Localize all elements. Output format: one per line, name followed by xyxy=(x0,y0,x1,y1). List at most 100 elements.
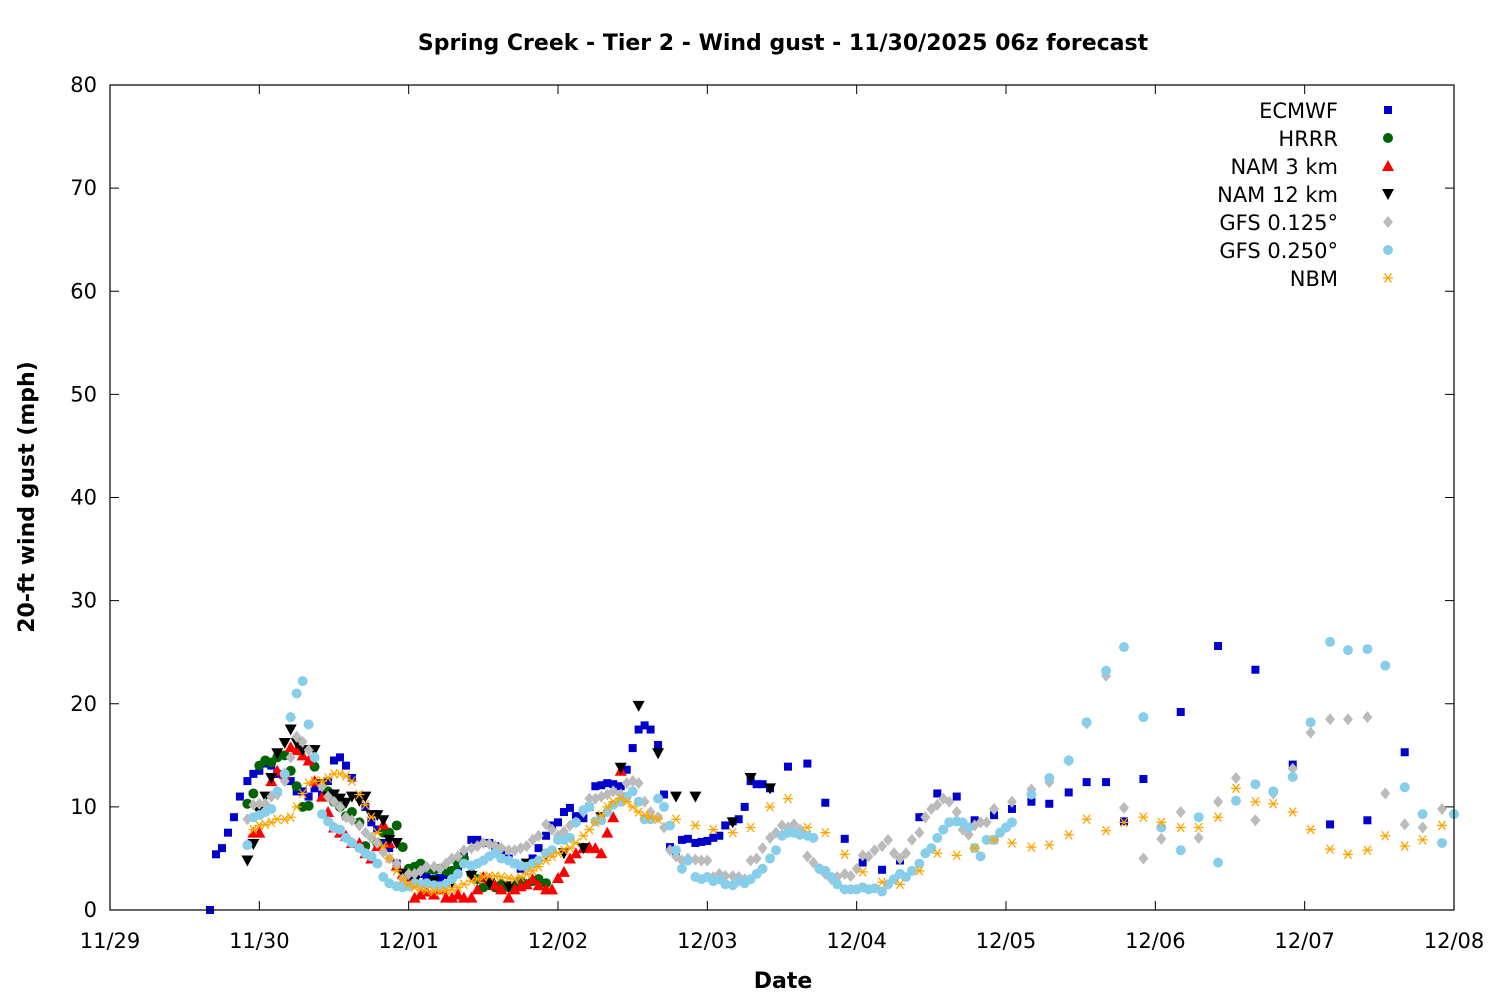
data-point-nam-12-km xyxy=(502,881,515,893)
data-point-gfs-0-250 xyxy=(564,832,575,843)
data-point-gfs-0-125 xyxy=(1342,713,1353,726)
data-point-nam-12-km xyxy=(377,815,390,827)
data-point-ecmwf xyxy=(597,781,606,790)
data-point-hrrr xyxy=(291,781,302,792)
data-point-nbm xyxy=(1101,825,1112,836)
data-point-ecmwf xyxy=(559,808,568,817)
data-point-nbm xyxy=(279,814,290,825)
data-point-gfs-0-250 xyxy=(653,793,664,804)
data-point-nam-12-km xyxy=(465,870,478,882)
legend-label-gfs-0-125: GFS 0.125° xyxy=(1219,211,1338,235)
data-point-ecmwf xyxy=(335,753,344,762)
data-point-nbm xyxy=(802,822,813,833)
data-point-gfs-0-125 xyxy=(883,833,894,846)
data-point-nam-12-km xyxy=(577,843,590,855)
data-point-nam-3-km xyxy=(495,883,508,895)
data-point-nbm xyxy=(346,776,357,786)
data-point-nbm xyxy=(578,830,589,841)
data-point-gfs-0-250 xyxy=(720,879,731,890)
data-point-gfs-0-125 xyxy=(765,831,776,844)
data-point-nam-12-km xyxy=(669,791,682,803)
data-point-nam-3-km xyxy=(428,888,441,900)
data-point-nbm xyxy=(509,874,520,884)
data-point-ecmwf xyxy=(579,814,588,823)
data-point-ecmwf xyxy=(1027,797,1036,806)
data-point-nbm xyxy=(877,877,888,888)
data-point-gfs-0-250 xyxy=(765,853,776,864)
data-point-ecmwf xyxy=(1363,816,1372,825)
legend-marker-nam-3-km xyxy=(1382,160,1394,171)
legend-marker-gfs-0-125 xyxy=(1383,216,1393,228)
y-tick-label: 70 xyxy=(70,176,97,200)
data-point-nam-12-km xyxy=(689,791,702,803)
data-point-nbm xyxy=(1268,798,1279,809)
data-point-ecmwf xyxy=(683,834,692,843)
data-point-nam-3-km xyxy=(302,754,315,766)
data-point-nbm xyxy=(564,843,575,854)
data-point-gfs-0-250 xyxy=(291,688,302,699)
data-point-gfs-0-125 xyxy=(788,818,799,831)
y-tick-label: 30 xyxy=(70,589,97,613)
data-point-nbm xyxy=(670,814,681,825)
data-point-nam-3-km xyxy=(557,865,570,877)
data-point-gfs-0-250 xyxy=(366,851,377,862)
data-point-nam-3-km xyxy=(451,888,464,900)
data-point-gfs-0-250 xyxy=(900,872,911,882)
data-point-ecmwf xyxy=(542,831,551,840)
data-point-gfs-0-250 xyxy=(378,872,389,882)
legend-label-nam-3-km: NAM 3 km xyxy=(1230,155,1338,179)
data-point-gfs-0-125 xyxy=(285,751,296,764)
data-point-gfs-0-125 xyxy=(751,852,762,865)
data-point-gfs-0-250 xyxy=(272,786,283,797)
data-point-gfs-0-125 xyxy=(360,826,371,839)
x-tick-label: 11/29 xyxy=(80,929,141,953)
data-point-ecmwf xyxy=(571,812,580,821)
data-point-nbm xyxy=(378,841,389,851)
data-point-nbm xyxy=(1044,840,1055,850)
data-point-nbm xyxy=(839,849,850,860)
data-point-nam-3-km xyxy=(546,883,559,895)
data-point-gfs-0-250 xyxy=(1417,809,1428,820)
data-point-nbm xyxy=(1118,817,1129,828)
y-tick-label: 10 xyxy=(70,795,97,819)
data-point-nam-3-km xyxy=(414,888,427,900)
data-point-gfs-0-250 xyxy=(1006,817,1017,828)
data-point-nbm xyxy=(820,827,831,838)
data-point-gfs-0-250 xyxy=(285,712,296,723)
data-point-nam-12-km xyxy=(383,834,396,846)
data-point-ecmwf xyxy=(212,850,221,859)
data-point-ecmwf xyxy=(473,835,482,844)
data-point-nbm xyxy=(690,820,701,831)
data-point-gfs-0-250 xyxy=(1175,845,1186,856)
data-point-ecmwf xyxy=(223,828,232,837)
data-point-ecmwf xyxy=(1214,642,1223,650)
data-point-ecmwf xyxy=(1400,748,1409,757)
data-point-gfs-0-125 xyxy=(1250,814,1261,827)
data-point-nam-3-km xyxy=(520,878,533,890)
data-point-nbm xyxy=(602,801,613,812)
data-point-gfs-0-125 xyxy=(914,826,925,839)
data-point-nbm xyxy=(1175,822,1186,833)
axis-ticks: 0 10 20 30 40 50 60 70 80 11/29 11/30 12/01 12/02 12/… xyxy=(70,73,1484,953)
data-point-gfs-0-125 xyxy=(696,854,707,867)
data-point-ecmwf xyxy=(218,844,226,853)
data-point-ecmwf xyxy=(304,792,313,801)
data-point-nam-3-km xyxy=(408,891,421,903)
data-point-ecmwf xyxy=(677,835,686,844)
data-point-gfs-0-250 xyxy=(1362,644,1373,655)
data-point-nbm xyxy=(1399,841,1410,851)
data-point-ecmwf xyxy=(286,777,295,786)
data-point-ecmwf xyxy=(697,837,706,846)
data-point-ecmwf xyxy=(591,782,600,791)
data-point-nbm xyxy=(1081,814,1092,825)
data-point-nbm xyxy=(639,810,650,821)
data-point-ecmwf xyxy=(528,854,537,863)
data-point-nbm xyxy=(932,848,943,859)
data-point-nbm xyxy=(621,796,632,807)
data-point-gfs-0-125 xyxy=(802,850,813,863)
data-point-gfs-0-125 xyxy=(478,836,489,849)
data-point-gfs-0-125 xyxy=(932,798,943,811)
data-point-gfs-0-250 xyxy=(676,863,687,874)
data-point-nbm xyxy=(894,879,905,890)
data-point-nbm xyxy=(1287,807,1298,817)
